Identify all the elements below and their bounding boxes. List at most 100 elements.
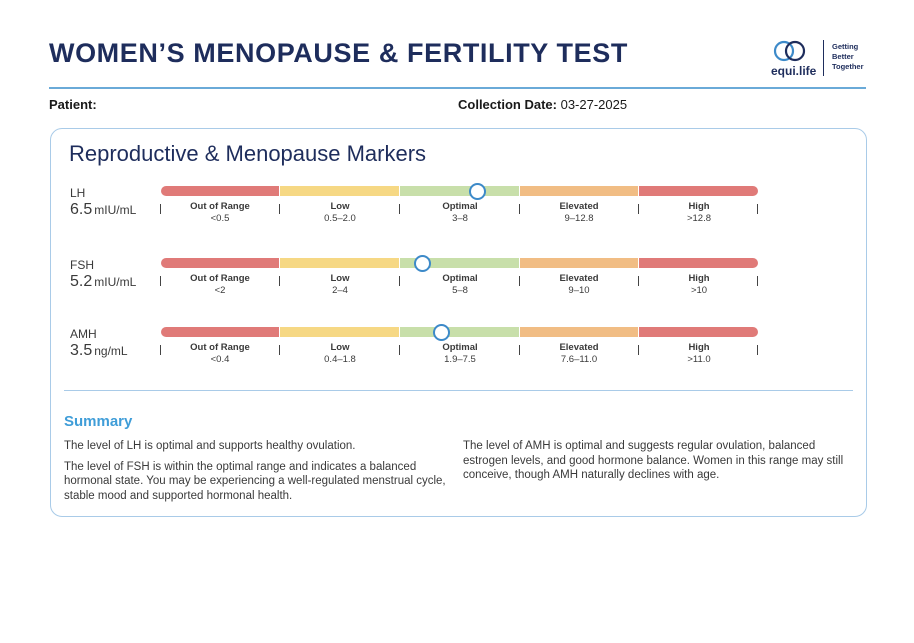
zone-label: Low bbox=[330, 201, 350, 212]
range-tick bbox=[399, 345, 401, 355]
section-title: Reproductive & Menopause Markers bbox=[69, 141, 427, 166]
summary-lh-text: The level of LH is optimal and supports … bbox=[64, 440, 356, 452]
result-indicator-dot bbox=[414, 255, 432, 272]
range-segment bbox=[520, 186, 638, 196]
range-tick bbox=[638, 204, 640, 214]
marker-unit: mIU/mL bbox=[94, 203, 137, 217]
zone-range: <2 bbox=[214, 285, 226, 296]
zone-range: 2–4 bbox=[332, 285, 348, 296]
range-segment bbox=[520, 258, 638, 268]
logo-divider bbox=[823, 40, 824, 76]
range-tick bbox=[757, 276, 759, 286]
zone-label: High bbox=[688, 273, 710, 284]
range-zone: Elevated 9–10 bbox=[519, 273, 639, 296]
range-segment bbox=[520, 327, 638, 337]
range-tick bbox=[638, 276, 640, 286]
range-zone: High >11.0 bbox=[639, 342, 759, 365]
zone-range: <0.4 bbox=[210, 354, 230, 365]
summary-fsh-text: The level of FSH is within the optimal r… bbox=[64, 460, 446, 502]
range-tick bbox=[279, 204, 281, 214]
range-segment bbox=[639, 327, 758, 337]
range-tick bbox=[160, 276, 162, 286]
range-segment bbox=[161, 258, 279, 268]
header-rule bbox=[49, 87, 866, 89]
range-tick bbox=[160, 345, 162, 355]
patient-field: Patient: bbox=[49, 97, 97, 112]
logo-wordmark: equi.life bbox=[771, 64, 817, 78]
range-zone: Optimal 1.9–7.5 bbox=[400, 342, 520, 365]
range-zone: Low 0.4–1.8 bbox=[280, 342, 400, 365]
result-indicator-dot bbox=[469, 183, 487, 200]
range-tick bbox=[638, 345, 640, 355]
marker-value: 6.5 mIU/mL bbox=[70, 201, 136, 219]
summary-left-column: The level of LH is optimal and supports … bbox=[64, 439, 446, 509]
range-tick bbox=[160, 204, 162, 214]
range-tick bbox=[519, 204, 521, 214]
range-tick bbox=[519, 345, 521, 355]
marker-lh: LH 6.5 mIU/mL Out of Range <0.5 Low 0.5–2.0 Opt… bbox=[51, 183, 866, 246]
logo-rings-icon bbox=[773, 40, 806, 62]
zone-label: Elevated bbox=[559, 273, 599, 284]
range-segment bbox=[161, 327, 279, 337]
range-segment bbox=[280, 327, 399, 337]
marker-value-number: 5.2 bbox=[70, 273, 93, 290]
zone-range: 0.4–1.8 bbox=[324, 354, 356, 365]
range-segment bbox=[400, 186, 519, 196]
zone-label: Out of Range bbox=[190, 273, 250, 284]
marker-name: FSH bbox=[70, 258, 94, 272]
range-zone: Optimal 5–8 bbox=[400, 273, 520, 296]
section-divider bbox=[64, 390, 853, 391]
range-zone: High >12.8 bbox=[639, 201, 759, 224]
range-tick bbox=[399, 276, 401, 286]
range-zone: Elevated 9–12.8 bbox=[519, 201, 639, 224]
zone-label: Optimal bbox=[442, 273, 478, 284]
marker-unit: mIU/mL bbox=[94, 275, 137, 289]
markers-card: Reproductive & Menopause Markers LH 6.5 mI… bbox=[50, 128, 867, 517]
collection-date-label: Collection Date: bbox=[458, 97, 557, 112]
range-segment bbox=[280, 186, 399, 196]
range-segment bbox=[280, 258, 399, 268]
zone-range: >11.0 bbox=[687, 354, 711, 365]
zone-label: Out of Range bbox=[190, 201, 250, 212]
zone-label: Optimal bbox=[442, 342, 478, 353]
zone-range: 0.5–2.0 bbox=[324, 213, 356, 224]
range-zone: High >10 bbox=[639, 273, 759, 296]
range-bar: Out of Range <2 Low 2–4 Optimal 5–8 Elevated 9–… bbox=[160, 255, 759, 296]
equilife-logo: equi.life Getting Better Together bbox=[770, 38, 880, 80]
collection-date-field: Collection Date: 03-27-2025 bbox=[458, 97, 627, 112]
range-tick bbox=[399, 204, 401, 214]
range-tick bbox=[757, 204, 759, 214]
range-bar: Out of Range <0.5 Low 0.5–2.0 Optimal 3–8 Elev… bbox=[160, 183, 759, 224]
collection-date-value: 03-27-2025 bbox=[560, 97, 628, 112]
zone-range: 5–8 bbox=[452, 285, 468, 296]
zone-range: >12.8 bbox=[686, 213, 712, 224]
marker-name: LH bbox=[70, 186, 86, 200]
zone-range: <0.5 bbox=[210, 213, 230, 224]
summary-amh-text: The level of AMH is optimal and suggests… bbox=[463, 440, 844, 481]
summary-right-column: The level of AMH is optimal and suggests… bbox=[463, 439, 853, 483]
zone-label: High bbox=[688, 342, 710, 353]
range-segment bbox=[400, 258, 519, 268]
range-segment bbox=[400, 327, 519, 337]
marker-name: AMH bbox=[70, 327, 97, 341]
marker-value: 5.2 mIU/mL bbox=[70, 273, 136, 291]
zone-range: 9–10 bbox=[568, 285, 590, 296]
range-tick bbox=[279, 276, 281, 286]
result-indicator-dot bbox=[432, 324, 450, 341]
range-zone: Low 0.5–2.0 bbox=[280, 201, 400, 224]
marker-fsh: FSH 5.2 mIU/mL Out of Range <2 Low 2–4 Optimal 5… bbox=[51, 255, 866, 318]
range-zone: Out of Range <2 bbox=[160, 273, 280, 296]
range-zone: Low 2–4 bbox=[280, 273, 400, 296]
zone-range: >10 bbox=[690, 285, 708, 296]
report-title: WOMEN’S MENOPAUSE & FERTILITY TEST bbox=[49, 38, 628, 68]
zone-label: Low bbox=[330, 273, 350, 284]
range-tick bbox=[519, 276, 521, 286]
range-segment bbox=[639, 186, 758, 196]
zone-label: Elevated bbox=[559, 201, 599, 212]
zone-label: High bbox=[688, 201, 710, 212]
range-zone: Out of Range <0.4 bbox=[160, 342, 280, 365]
zone-range: 7.6–11.0 bbox=[560, 354, 598, 365]
range-zone: Out of Range <0.5 bbox=[160, 201, 280, 224]
range-segment bbox=[639, 258, 758, 268]
marker-unit: ng/mL bbox=[94, 344, 128, 358]
